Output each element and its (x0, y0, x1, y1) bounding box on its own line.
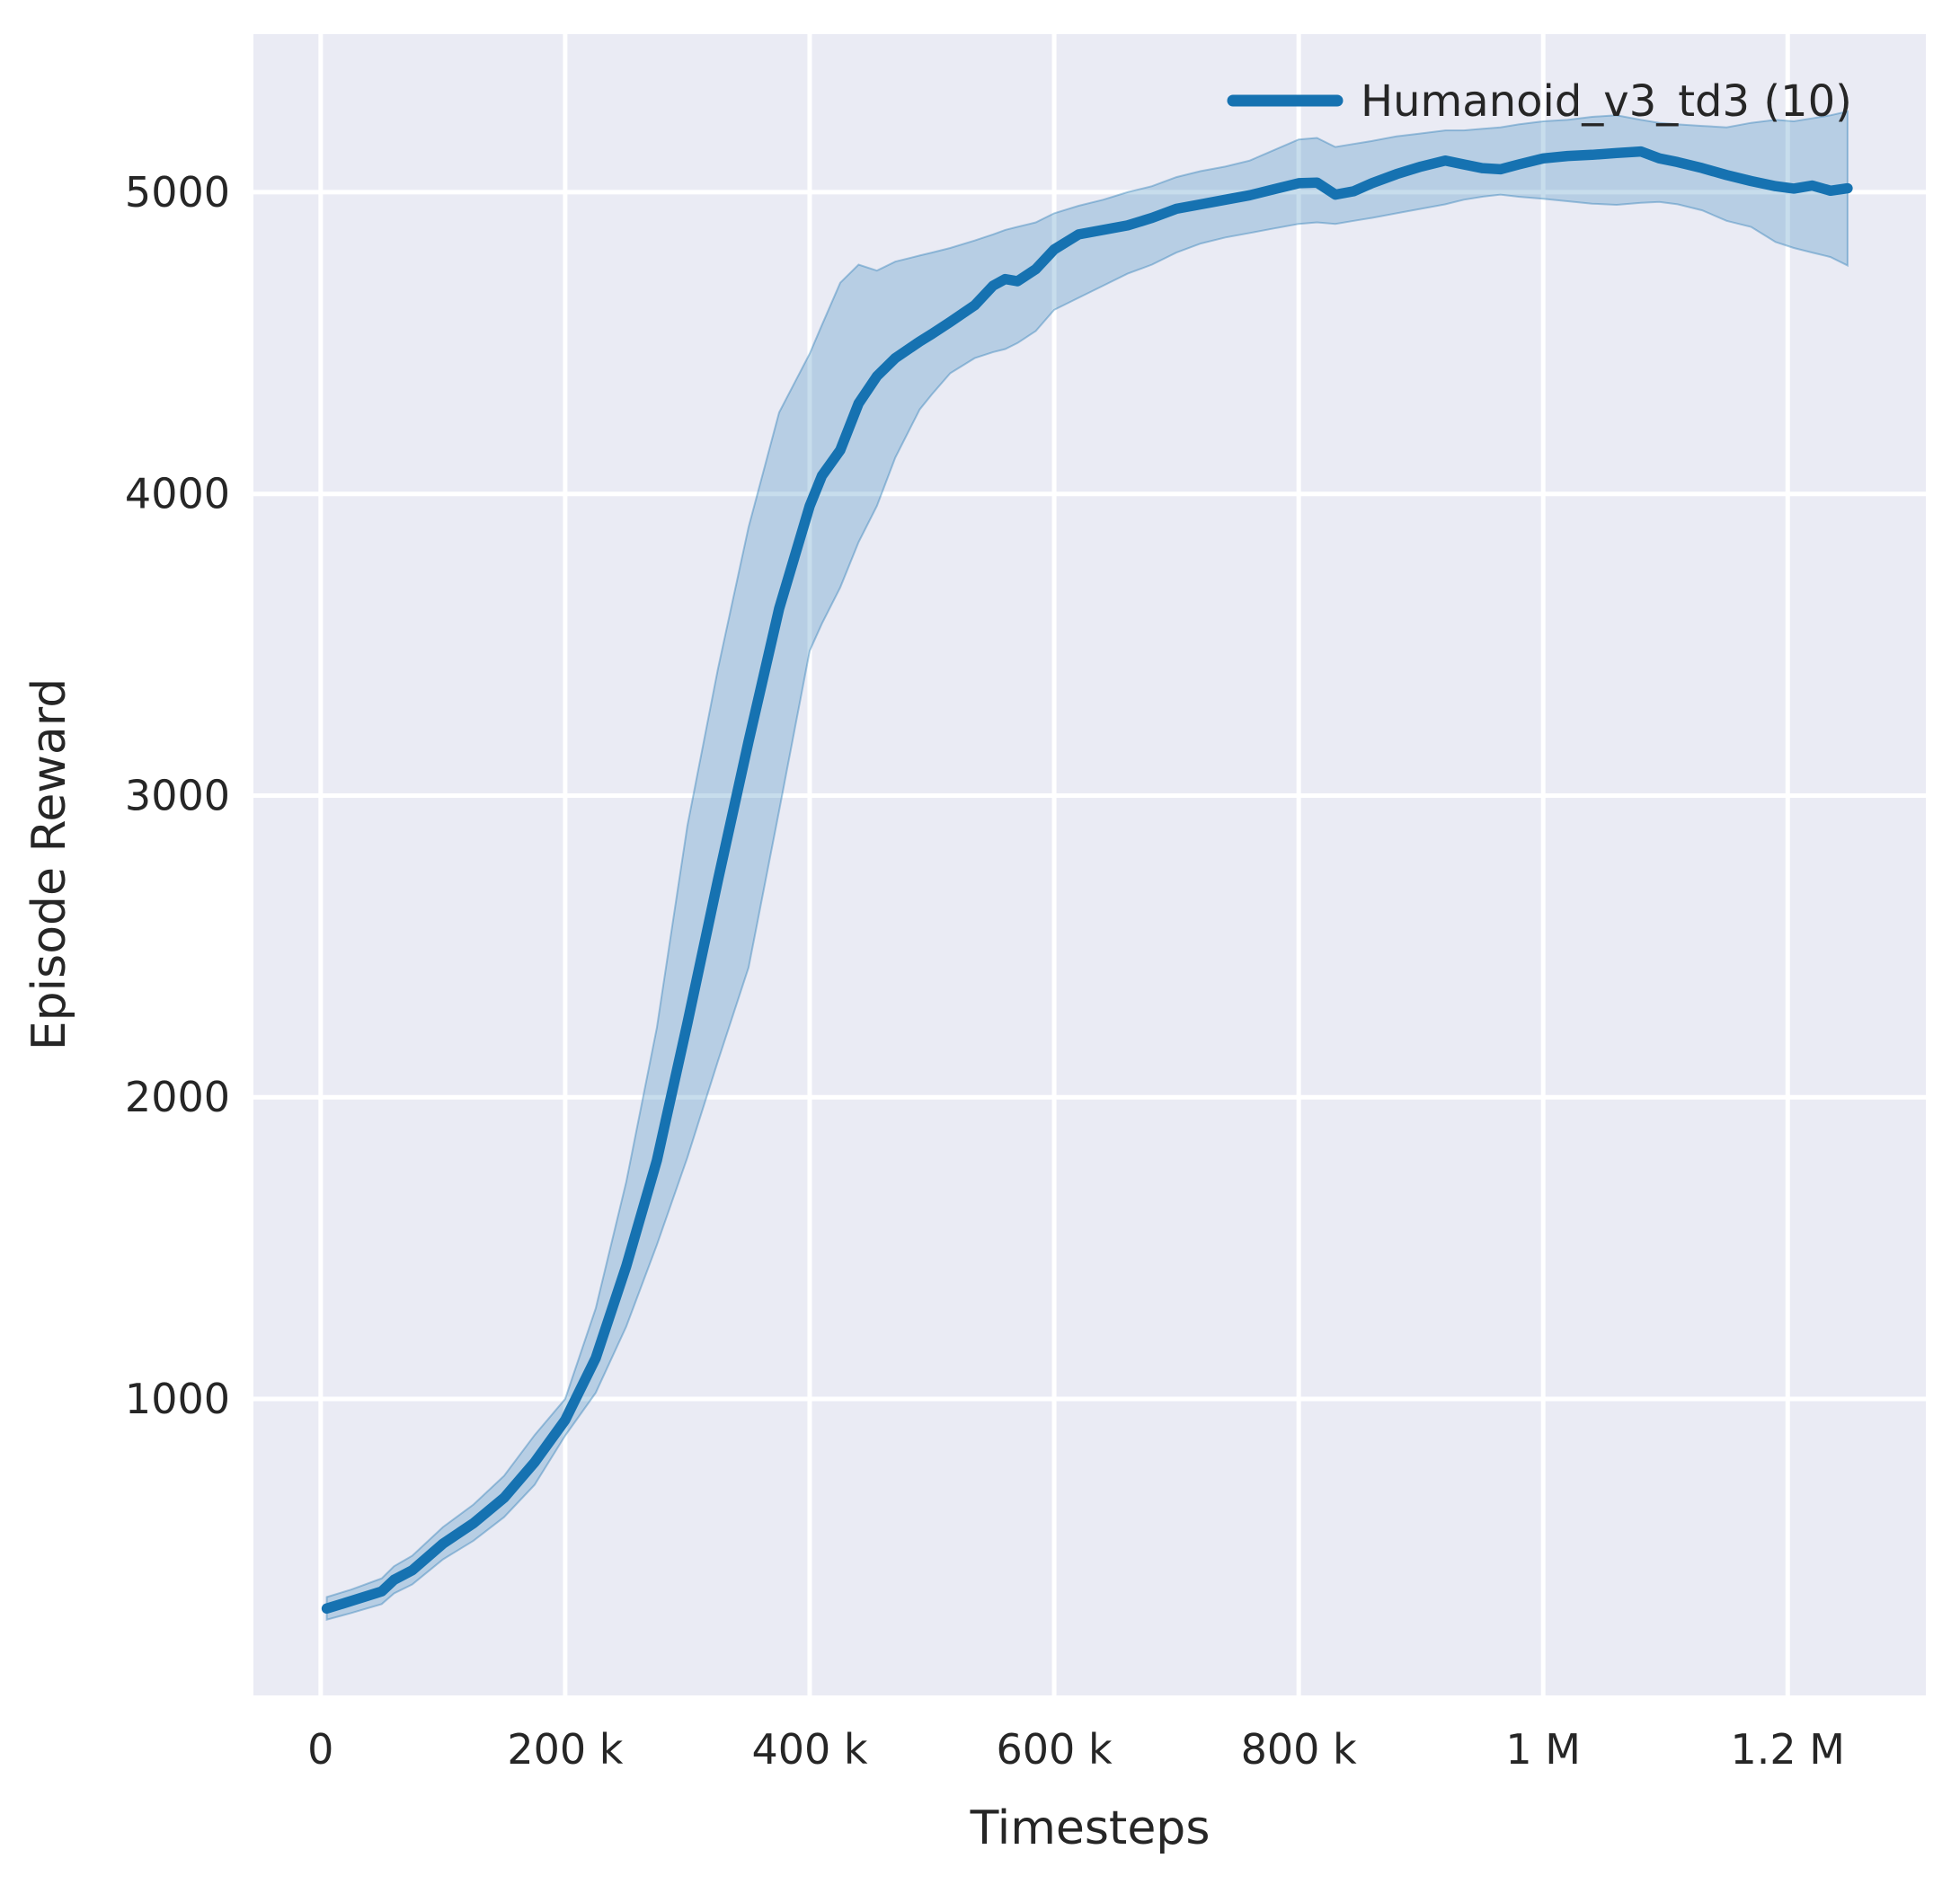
x-axis-tick-labels: 0 200 k 400 k 600 k 800 k 1 M 1.2 M (307, 1725, 1845, 1774)
y-axis-tick-labels: 1000 2000 3000 4000 5000 (125, 168, 230, 1423)
x-axis-label: Timesteps (970, 1801, 1211, 1855)
y-tick-label: 3000 (125, 771, 230, 819)
x-tick-label: 800 k (1241, 1725, 1357, 1774)
x-tick-label: 1.2 M (1731, 1725, 1845, 1774)
y-tick-label: 1000 (125, 1375, 230, 1423)
legend-series-label: Humanoid_v3_td3 (10) (1361, 76, 1852, 127)
y-axis-label: Episode Reward (22, 678, 76, 1050)
series-group (321, 110, 1853, 1622)
mean-line (321, 146, 1853, 1615)
x-tick-label: 600 k (997, 1725, 1113, 1774)
confidence-band (325, 110, 1849, 1622)
x-tick-label: 200 k (507, 1725, 623, 1774)
x-tick-label: 0 (307, 1725, 333, 1774)
y-tick-label: 2000 (125, 1073, 230, 1121)
x-tick-label: 1 M (1505, 1725, 1581, 1774)
legend: Humanoid_v3_td3 (10) (1227, 76, 1852, 127)
y-tick-label: 5000 (125, 168, 230, 217)
y-tick-label: 4000 (125, 470, 230, 518)
gridlines (253, 34, 1926, 1695)
plot-area (253, 34, 1926, 1695)
x-tick-label: 400 k (751, 1725, 867, 1774)
